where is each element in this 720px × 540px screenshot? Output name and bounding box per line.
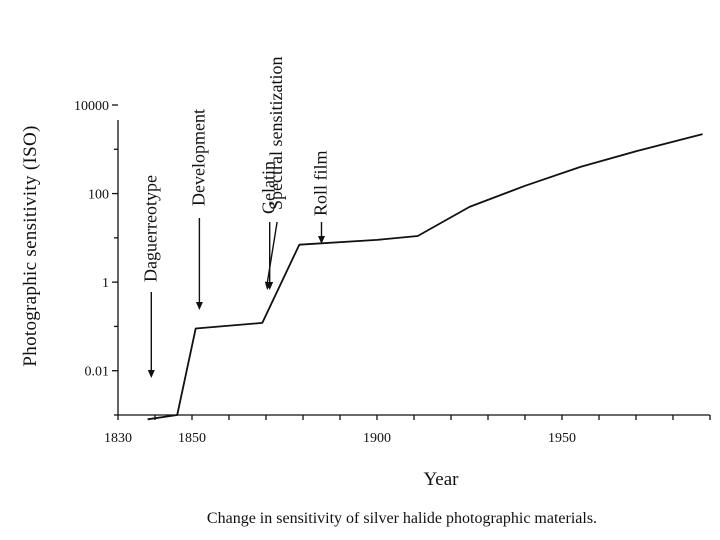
- y-tick-label: 10000: [74, 99, 109, 114]
- annotation-label: Spectral sensitization: [266, 57, 286, 210]
- y-tick-label: 0.01: [85, 365, 110, 380]
- annotation-arrowhead: [318, 236, 325, 244]
- annotation-label: Daguerreotype: [140, 175, 160, 282]
- x-tick-label: 1850: [178, 431, 206, 446]
- y-tick-label: 1: [102, 276, 109, 291]
- series-layer: [147, 133, 703, 421]
- x-tick-label: 1830: [104, 431, 132, 446]
- annotation-arrowhead: [147, 370, 155, 378]
- x-tick-label: 1950: [548, 431, 576, 446]
- y-axis-label: Photographic sensitivity (ISO): [20, 125, 41, 366]
- y-tick-label: 100: [88, 188, 109, 203]
- annotation-arrowhead: [195, 302, 203, 310]
- annotation-arrowhead: [264, 281, 272, 290]
- series-line-iso-sensitivity: [147, 133, 703, 421]
- ticks: 0.01 1 100 10000 1830 1850 1900 1950: [74, 99, 711, 446]
- annotation-label: Development: [188, 109, 208, 206]
- annotations: Daguerreotype Development GelatinSpectral …: [140, 57, 331, 378]
- x-tick-label: 1900: [363, 431, 391, 446]
- annotation-label: Gelatin: [259, 161, 279, 214]
- figure-caption: Change in sensitivity of silver halide p…: [207, 510, 597, 527]
- x-axis-label: Year: [423, 469, 459, 490]
- annotation-label: Roll film: [311, 150, 331, 216]
- annotation-arrow: [266, 221, 278, 285]
